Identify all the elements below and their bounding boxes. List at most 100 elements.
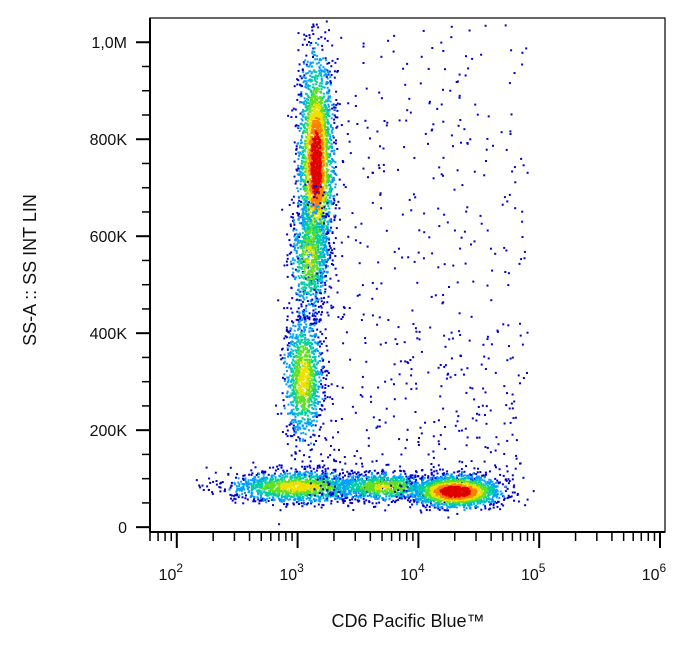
data-point xyxy=(452,145,454,148)
data-point xyxy=(304,366,307,369)
data-point xyxy=(314,260,317,262)
data-point xyxy=(314,401,317,404)
data-point xyxy=(315,371,317,374)
data-point xyxy=(316,103,319,105)
data-point xyxy=(298,355,301,358)
data-point xyxy=(322,475,325,478)
data-point xyxy=(336,148,339,150)
data-point xyxy=(313,377,316,380)
data-point xyxy=(296,408,299,411)
data-point xyxy=(310,225,313,228)
data-point xyxy=(324,281,326,284)
data-point xyxy=(301,162,304,165)
data-point xyxy=(397,168,399,171)
data-point xyxy=(315,236,318,239)
data-point xyxy=(324,191,327,194)
data-point xyxy=(313,140,316,143)
data-point xyxy=(276,465,279,468)
data-point xyxy=(384,341,387,344)
data-point xyxy=(318,112,321,114)
data-point xyxy=(305,276,308,279)
data-point xyxy=(315,142,318,145)
data-point xyxy=(327,221,330,224)
data-point xyxy=(302,333,305,336)
data-point xyxy=(308,183,311,186)
data-point xyxy=(423,231,426,234)
data-point xyxy=(311,346,314,349)
data-point xyxy=(307,220,310,223)
data-point xyxy=(317,210,320,213)
data-point xyxy=(427,476,430,479)
data-point xyxy=(322,259,325,262)
data-point xyxy=(313,302,316,305)
data-point xyxy=(309,207,312,210)
data-point xyxy=(307,201,310,204)
data-point xyxy=(321,223,324,226)
data-point xyxy=(310,369,312,372)
data-point xyxy=(319,97,322,100)
data-point xyxy=(309,61,312,64)
data-point xyxy=(283,264,286,267)
data-point xyxy=(330,129,333,132)
data-point xyxy=(305,351,308,354)
data-point xyxy=(286,390,289,393)
data-point xyxy=(309,127,312,129)
data-point xyxy=(305,366,308,369)
data-point xyxy=(308,78,311,81)
data-point xyxy=(330,81,332,84)
data-point xyxy=(375,459,378,462)
data-point xyxy=(301,123,304,126)
data-point xyxy=(431,128,434,131)
data-point xyxy=(295,244,298,247)
data-point xyxy=(311,275,314,278)
data-point xyxy=(310,119,313,122)
data-point xyxy=(326,73,329,76)
data-point xyxy=(308,70,311,73)
data-point xyxy=(302,71,305,73)
data-point xyxy=(432,177,435,180)
data-point xyxy=(323,399,325,402)
data-point xyxy=(292,369,295,372)
data-point xyxy=(505,148,508,151)
data-point xyxy=(314,273,317,276)
data-point xyxy=(319,91,322,94)
data-point xyxy=(310,283,313,286)
data-point xyxy=(287,378,290,381)
data-point xyxy=(311,343,313,346)
data-point xyxy=(300,335,303,338)
data-point xyxy=(298,153,301,156)
data-point xyxy=(293,223,296,226)
data-point xyxy=(302,438,305,441)
data-point xyxy=(470,315,473,318)
data-point xyxy=(312,356,314,359)
data-point xyxy=(281,208,284,211)
data-point xyxy=(308,429,310,432)
data-point xyxy=(321,190,324,193)
data-point xyxy=(306,227,308,230)
data-point xyxy=(313,393,316,396)
data-point xyxy=(313,358,316,361)
data-point xyxy=(320,281,323,284)
data-point xyxy=(304,204,307,207)
data-point xyxy=(283,307,286,310)
data-point xyxy=(305,251,307,253)
data-point xyxy=(302,249,304,252)
data-point xyxy=(285,328,288,331)
data-point xyxy=(307,239,310,242)
data-point xyxy=(315,413,318,415)
data-point xyxy=(333,149,336,152)
data-point xyxy=(304,259,307,262)
data-point xyxy=(308,165,311,168)
data-point xyxy=(297,285,300,287)
data-point xyxy=(302,382,305,385)
data-point xyxy=(314,166,317,169)
data-point xyxy=(318,69,321,72)
data-point xyxy=(296,142,299,145)
data-point xyxy=(305,205,308,208)
data-point xyxy=(323,261,326,264)
data-point xyxy=(333,458,335,461)
data-point xyxy=(318,208,321,211)
data-point xyxy=(301,224,304,227)
data-point xyxy=(320,195,323,198)
data-point xyxy=(323,101,326,104)
